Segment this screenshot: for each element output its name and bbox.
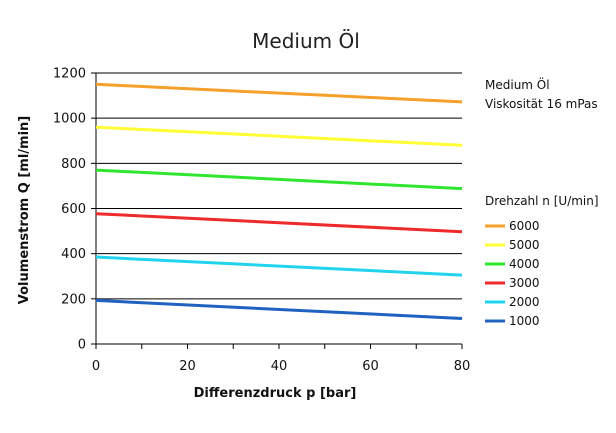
legend-label-4000: 4000	[509, 257, 540, 271]
legend-label-3000: 3000	[509, 276, 540, 290]
line-chart: Medium Öl 0 200 400 600 800 1000 1200 0 20 40 60 80…	[0, 0, 616, 433]
series-layer	[96, 84, 462, 318]
y-tick-label-400: 400	[61, 247, 86, 262]
x-tick-label-0: 0	[92, 359, 100, 374]
chart-title: Medium Öl	[252, 29, 360, 53]
y-tick-label-800: 800	[61, 157, 86, 172]
legend-label-5000: 5000	[509, 238, 540, 252]
series-line-4000	[96, 170, 462, 189]
series-line-6000	[96, 84, 462, 102]
y-tick-label-200: 200	[61, 292, 86, 307]
x-tick-label-20: 20	[179, 359, 196, 374]
x-tick-label-80: 80	[454, 359, 471, 374]
y-tick-label-1200: 1200	[53, 67, 86, 82]
y-axis-label: Volumenstrom Q [ml/min]	[17, 116, 32, 304]
note-group: Medium Öl Viskosität 16 mPas	[485, 76, 598, 111]
axis-layer	[91, 73, 462, 349]
legend-label-1000: 1000	[509, 314, 540, 328]
y-tick-label-0: 0	[78, 338, 86, 353]
series-line-3000	[96, 214, 462, 232]
series-line-5000	[96, 127, 462, 145]
x-axis-label: Differenzdruck p [bar]	[194, 386, 357, 401]
legend-label-6000: 6000	[509, 219, 540, 233]
note-medium: Medium Öl	[485, 76, 550, 92]
note-viscosity: Viskosität 16 mPas	[485, 97, 598, 111]
legend: 6000 5000 4000 3000 2000 1000	[485, 219, 540, 328]
y-tick-label-1000: 1000	[53, 112, 86, 127]
chart-container: Medium Öl 0 200 400 600 800 1000 1200 0 20 40 60 80…	[0, 0, 616, 433]
legend-title: Drehzahl n [U/min]	[485, 194, 599, 208]
series-line-2000	[96, 257, 462, 275]
tick-label-layer: 0 200 400 600 800 1000 1200 0 20 40 60 80	[53, 67, 470, 375]
y-tick-label-600: 600	[61, 202, 86, 217]
series-line-1000	[96, 300, 462, 318]
x-tick-label-40: 40	[271, 359, 288, 374]
legend-label-2000: 2000	[509, 295, 540, 309]
x-tick-label-60: 60	[362, 359, 379, 374]
